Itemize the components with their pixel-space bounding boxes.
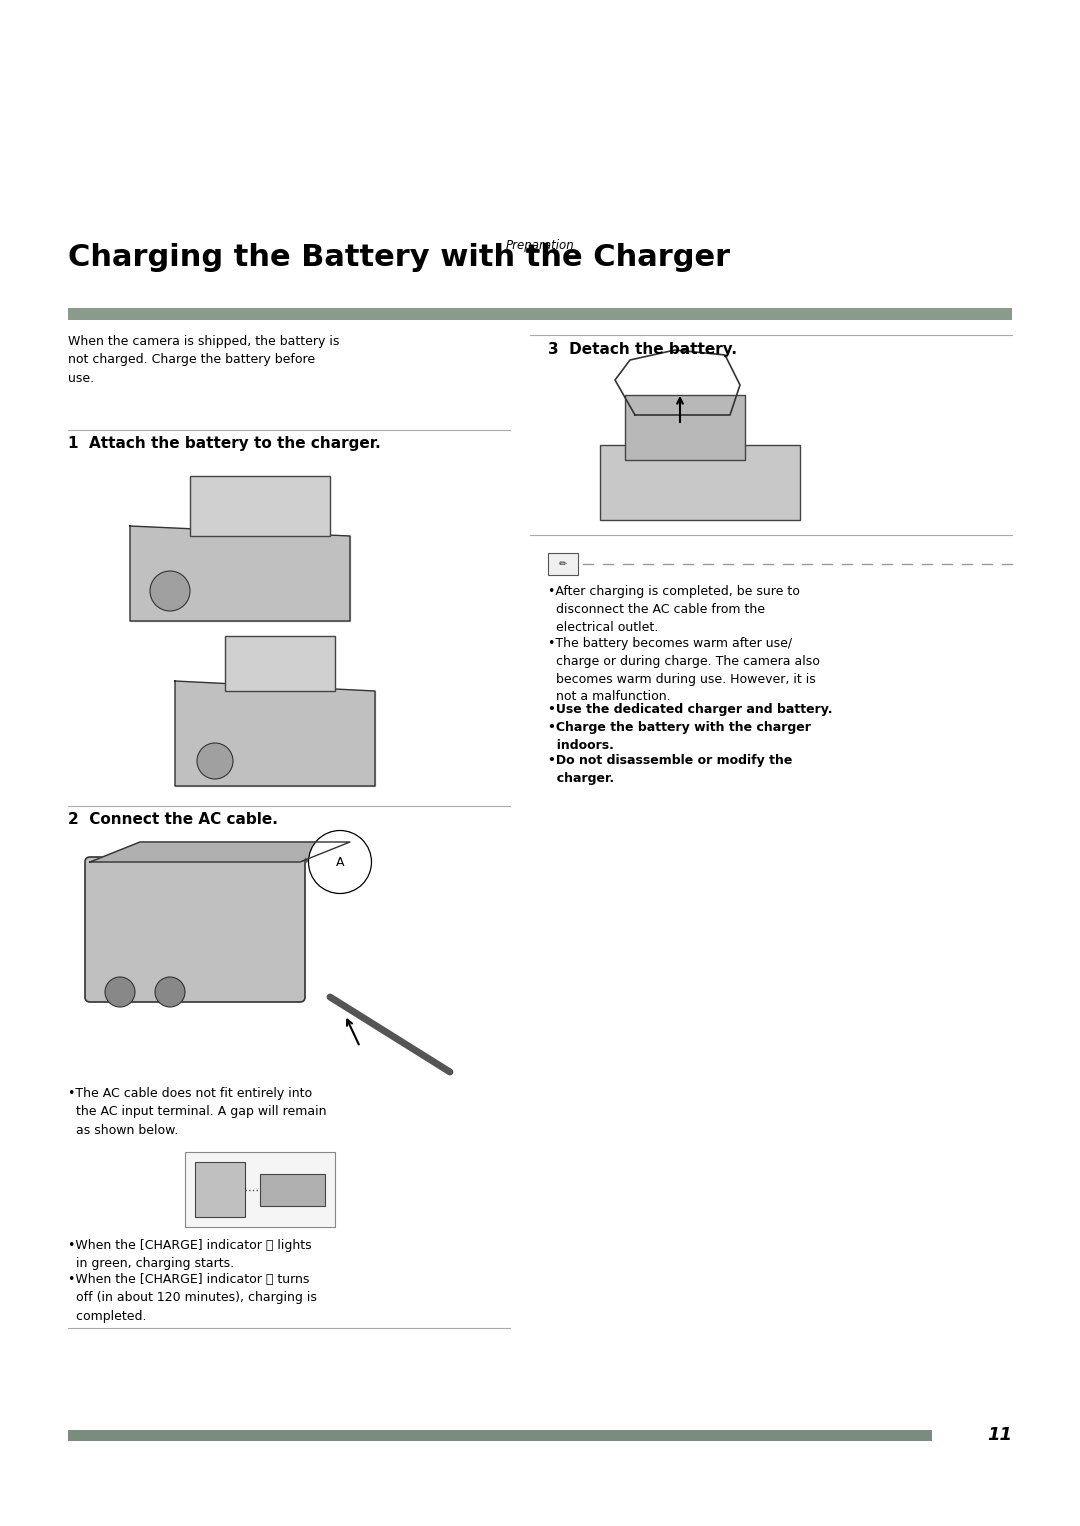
Text: •When the [CHARGE] indicator Ⓐ lights
  in green, charging starts.: •When the [CHARGE] indicator Ⓐ lights in… [68,1239,312,1271]
Circle shape [197,743,233,778]
Polygon shape [90,842,350,862]
Bar [195,1161,245,1218]
Text: Preparation: Preparation [505,240,575,252]
Text: When the camera is shipped, the battery is
not charged. Charge the battery befor: When the camera is shipped, the battery … [68,336,339,385]
Text: •The AC cable does not fit entirely into
  the AC input terminal. A gap will rem: •The AC cable does not fit entirely into… [68,1087,326,1137]
Bar [600,446,800,520]
Text: •When the [CHARGE] indicator Ⓐ turns
  off (in about 120 minutes), charging is
 : •When the [CHARGE] indicator Ⓐ turns off… [68,1273,316,1323]
Bar [625,395,745,459]
Bar [68,1430,932,1441]
Circle shape [105,977,135,1007]
Bar [185,1152,335,1227]
Circle shape [156,977,185,1007]
Bar [260,1173,325,1206]
Polygon shape [130,526,350,621]
Text: Charging the Battery with the Charger: Charging the Battery with the Charger [68,243,730,272]
Text: 3  Detach the battery.: 3 Detach the battery. [548,342,737,357]
Text: 2  Connect the AC cable.: 2 Connect the AC cable. [68,812,278,827]
Text: A: A [336,856,345,868]
Text: •Use the dedicated charger and battery.: •Use the dedicated charger and battery. [548,703,833,717]
Text: •Do not disassemble or modify the
  charger.: •Do not disassemble or modify the charge… [548,754,793,784]
Circle shape [150,571,190,610]
Text: ✏: ✏ [559,559,567,569]
Text: 1  Attach the battery to the charger.: 1 Attach the battery to the charger. [68,436,381,452]
Bar [68,308,1012,320]
Text: •The battery becomes warm after use/
  charge or during charge. The camera also
: •The battery becomes warm after use/ cha… [548,636,820,703]
Text: •After charging is completed, be sure to
  disconnect the AC cable from the
  el: •After charging is completed, be sure to… [548,584,800,633]
Bar [548,552,578,575]
FancyBboxPatch shape [85,858,305,1003]
Polygon shape [175,681,375,786]
Text: ✦: ✦ [300,858,310,867]
Bar [225,636,335,691]
Text: •Charge the battery with the charger
  indoors.: •Charge the battery with the charger ind… [548,720,811,752]
Bar [190,476,330,536]
Text: 11: 11 [987,1425,1012,1444]
